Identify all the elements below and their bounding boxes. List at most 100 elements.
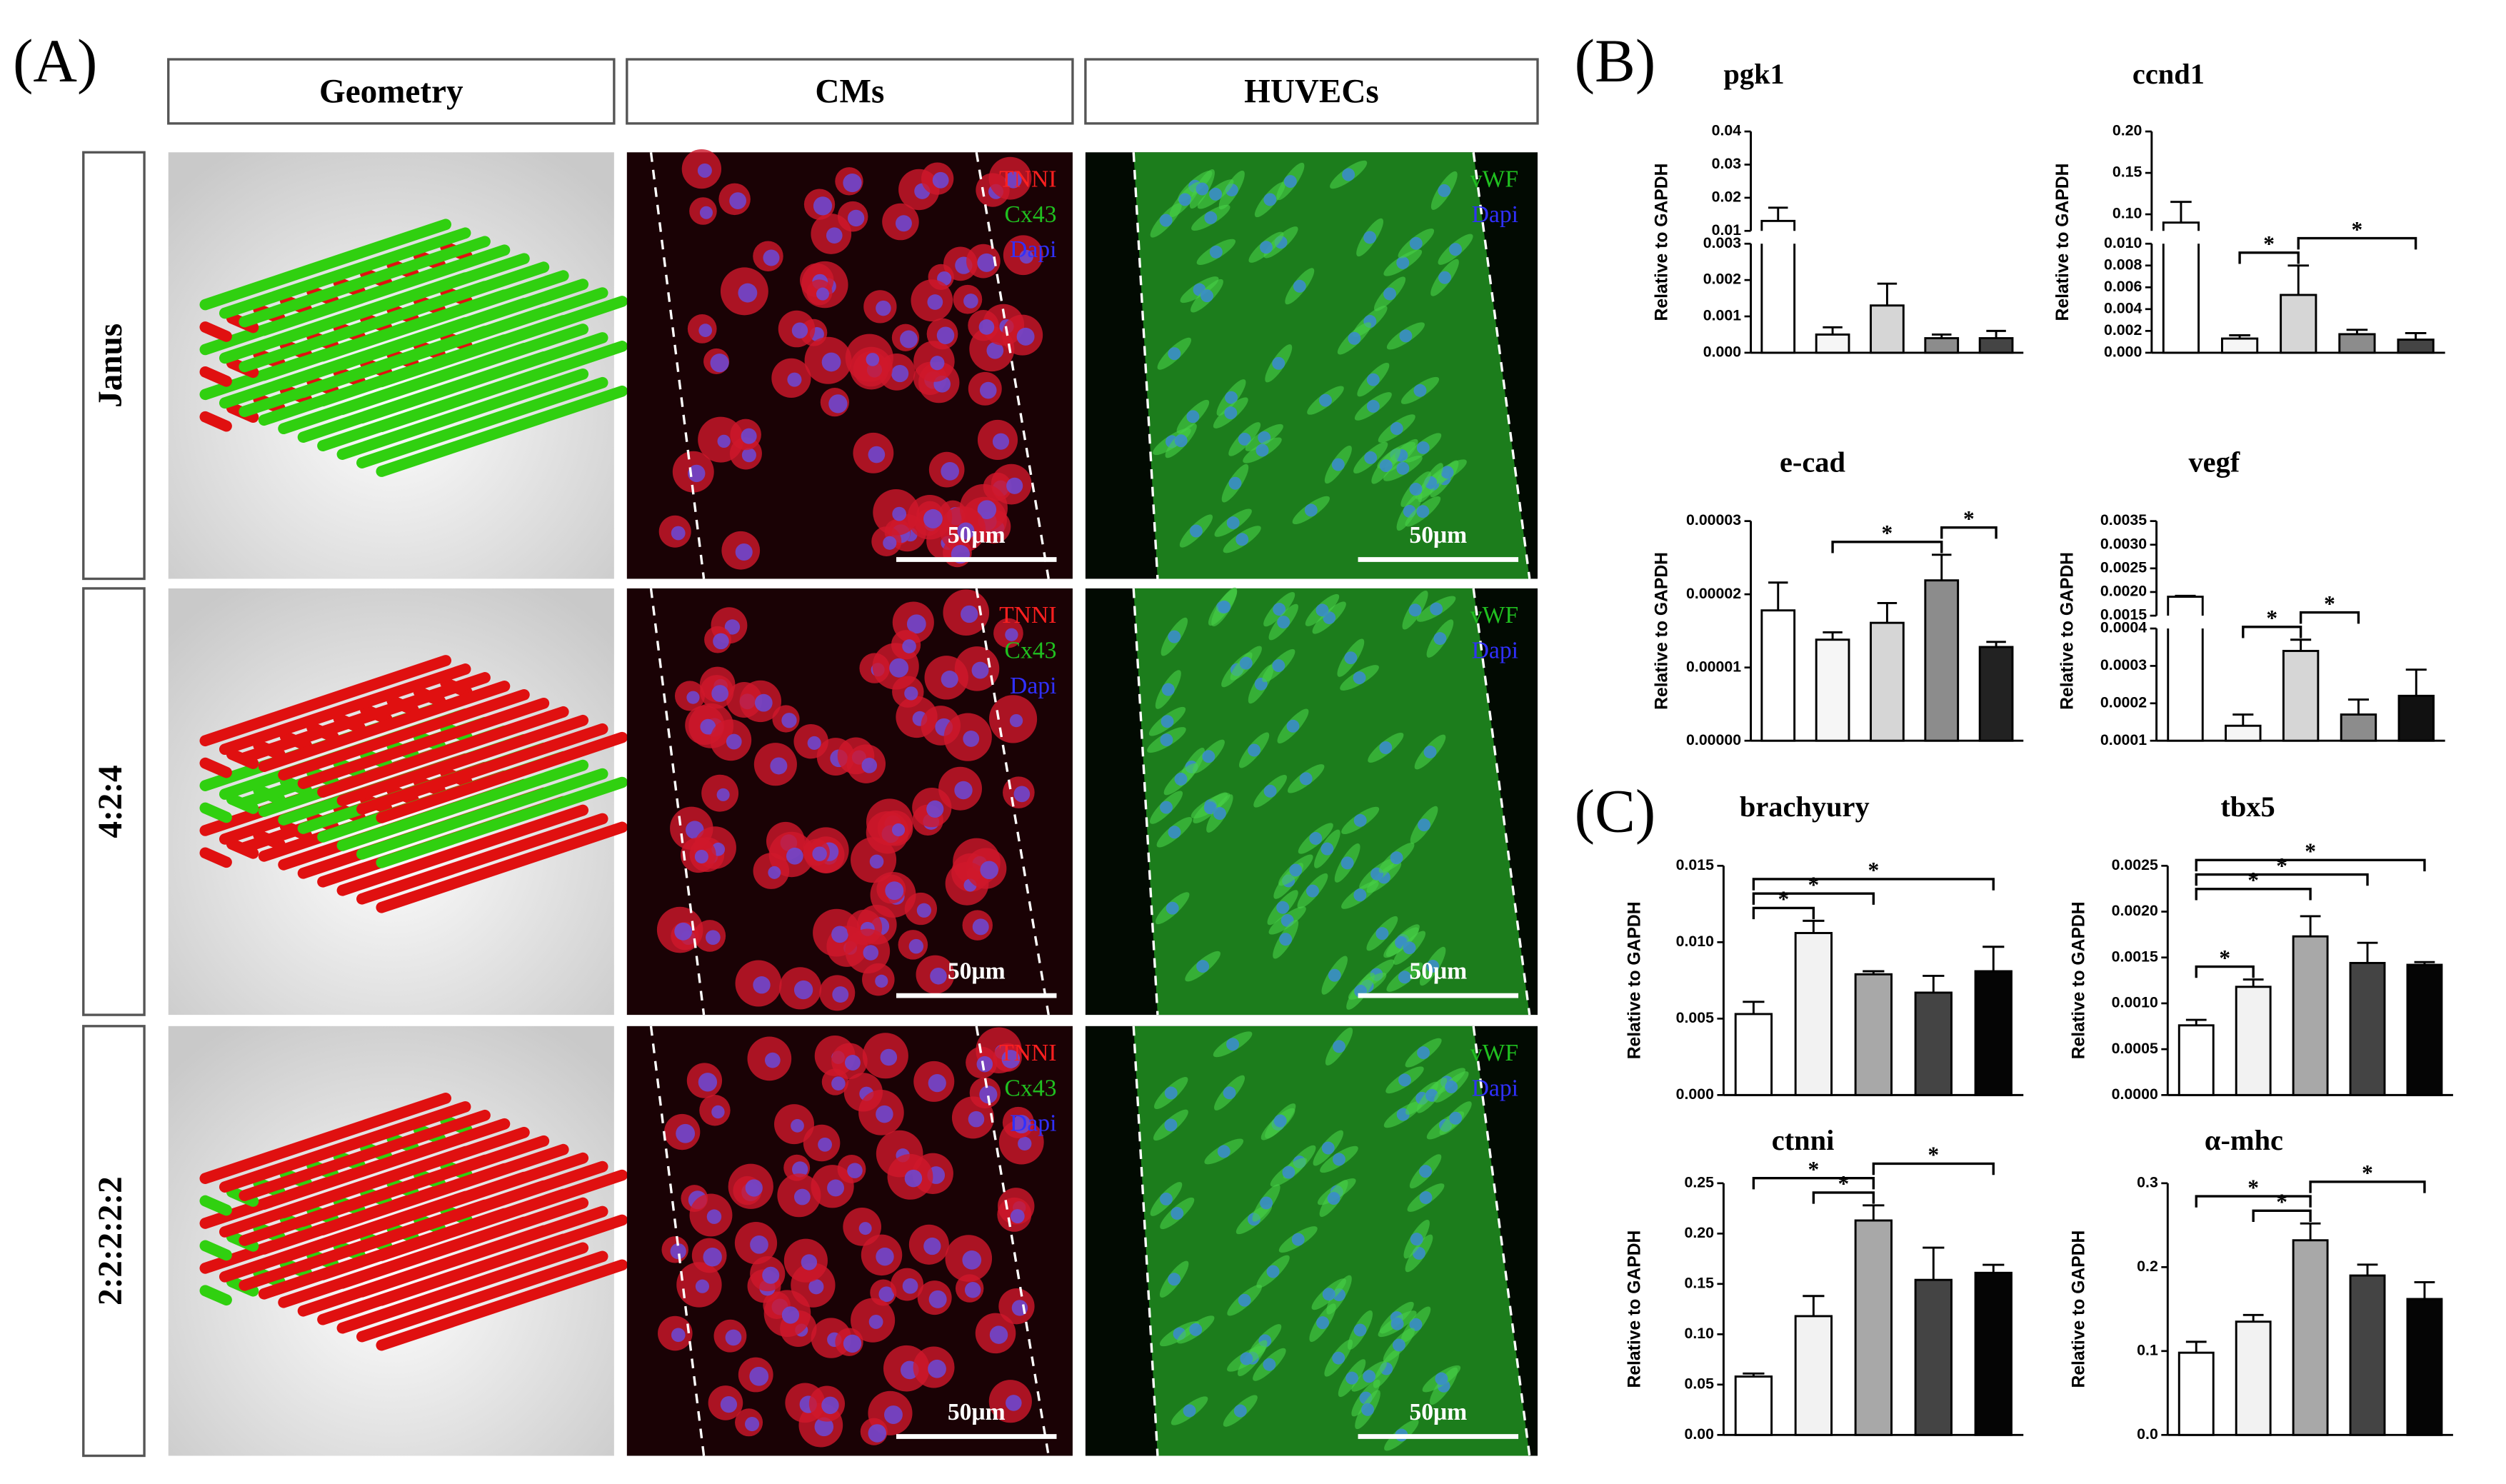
nucleus <box>738 283 758 303</box>
nucleus <box>1361 1403 1375 1416</box>
bar <box>1974 1271 2013 1436</box>
chart-title: tbx5 <box>2220 791 2275 823</box>
significance-bracket <box>1752 878 1995 891</box>
nucleus <box>763 249 780 266</box>
scaffold-rod <box>317 1143 569 1235</box>
scaffold-rod <box>219 227 471 319</box>
nucleus <box>868 1315 883 1329</box>
bar <box>2282 650 2320 742</box>
nucleus <box>876 1247 894 1266</box>
y-axis-label: Relative to GAPDH <box>1653 164 1672 321</box>
nucleus <box>1189 1323 1203 1336</box>
y-tick-label: 0.04 <box>1712 122 1742 139</box>
nucleus <box>869 854 884 869</box>
nucleus <box>1445 1080 1458 1093</box>
nucleus <box>808 1279 824 1295</box>
nucleus <box>1226 516 1240 530</box>
scaffold-rod <box>336 804 589 896</box>
nucleus <box>1209 187 1223 201</box>
nucleus <box>1299 772 1313 786</box>
column-header-box <box>1084 58 1539 125</box>
y-tick-label: 0.0015 <box>2112 948 2158 965</box>
significance-label: * <box>2219 946 2230 971</box>
axis-break <box>1760 231 1796 244</box>
y-tick-label: 0.0005 <box>2112 1040 2158 1057</box>
bar <box>2177 1024 2215 1096</box>
nucleus <box>1340 856 1354 870</box>
nucleus <box>1279 933 1293 946</box>
bar <box>2292 935 2329 1096</box>
scaffold-rod <box>356 376 608 468</box>
scaffold-rod <box>199 219 451 311</box>
nucleus <box>1009 713 1023 728</box>
bar <box>1734 1013 1773 1096</box>
nucleus <box>1440 466 1454 479</box>
nucleus <box>1366 373 1380 386</box>
nucleus <box>674 922 693 941</box>
nucleus <box>1239 656 1253 670</box>
nucleus <box>926 800 944 818</box>
stain-label: Cx43 <box>1005 1075 1057 1101</box>
significance-bracket <box>2297 236 2417 250</box>
scaffold-rod <box>199 1285 232 1306</box>
nucleus <box>1005 171 1022 189</box>
y-tick-label: 0.003 <box>1703 234 1741 251</box>
nucleus <box>843 173 862 193</box>
nucleus <box>1353 1323 1367 1337</box>
bar <box>1870 621 1905 742</box>
scaffold-rod <box>356 1250 608 1343</box>
nucleus <box>826 227 843 244</box>
significance-bracket <box>2195 888 2312 901</box>
nucleus <box>700 718 716 735</box>
scaffold-rod <box>356 332 608 424</box>
nucleus <box>717 434 731 448</box>
bar <box>2220 337 2259 354</box>
nucleus <box>1398 971 1411 984</box>
significance-label: * <box>1868 858 1879 883</box>
bar <box>1914 1278 1953 1436</box>
nucleus <box>957 522 975 540</box>
nucleus <box>670 1243 686 1260</box>
significance-label: * <box>1838 1171 1849 1196</box>
nucleus <box>827 1179 844 1197</box>
nucleus <box>1238 432 1251 446</box>
nucleus <box>1174 434 1188 448</box>
nucleus <box>962 1250 982 1270</box>
significance-bracket <box>2195 1195 2312 1208</box>
y-tick-label: 0.0015 <box>2100 606 2147 623</box>
nucleus <box>876 300 891 316</box>
nucleus <box>764 1052 781 1068</box>
scaffold-rod <box>376 385 628 477</box>
scaffold-rod <box>376 821 628 913</box>
y-tick-label: 0.15 <box>2112 164 2142 181</box>
nucleus <box>831 926 848 943</box>
nucleus <box>735 543 753 561</box>
bar <box>2235 986 2272 1096</box>
nucleus <box>1228 476 1242 490</box>
y-tick-label: 0.1 <box>2137 1341 2158 1358</box>
column-header: CMs <box>815 73 884 110</box>
panel-label: (C) <box>1575 778 1656 846</box>
y-tick-label: 0.0020 <box>2100 583 2147 600</box>
nucleus <box>1449 243 1463 256</box>
nucleus <box>1383 287 1396 301</box>
nucleus <box>1419 1190 1433 1204</box>
nucleus <box>1375 927 1389 941</box>
significance-label: * <box>1928 1143 1939 1168</box>
nucleus <box>698 1073 718 1092</box>
scaffold-rod <box>278 253 530 345</box>
scale-label: 50μm <box>948 1399 1006 1425</box>
nucleus <box>1321 1141 1335 1155</box>
nucleus <box>902 1278 918 1294</box>
nucleus <box>1168 1273 1181 1286</box>
bar <box>1794 1315 1833 1436</box>
significance-label: * <box>2276 1190 2287 1215</box>
nucleus <box>1353 888 1367 902</box>
nucleus <box>968 1111 985 1128</box>
nucleus <box>791 322 808 339</box>
boundary <box>1132 1026 1159 1456</box>
scaffold-rod <box>356 1160 608 1253</box>
row-label: Janus <box>92 324 129 408</box>
significance-label: * <box>2276 853 2287 878</box>
nucleus <box>923 1237 941 1255</box>
